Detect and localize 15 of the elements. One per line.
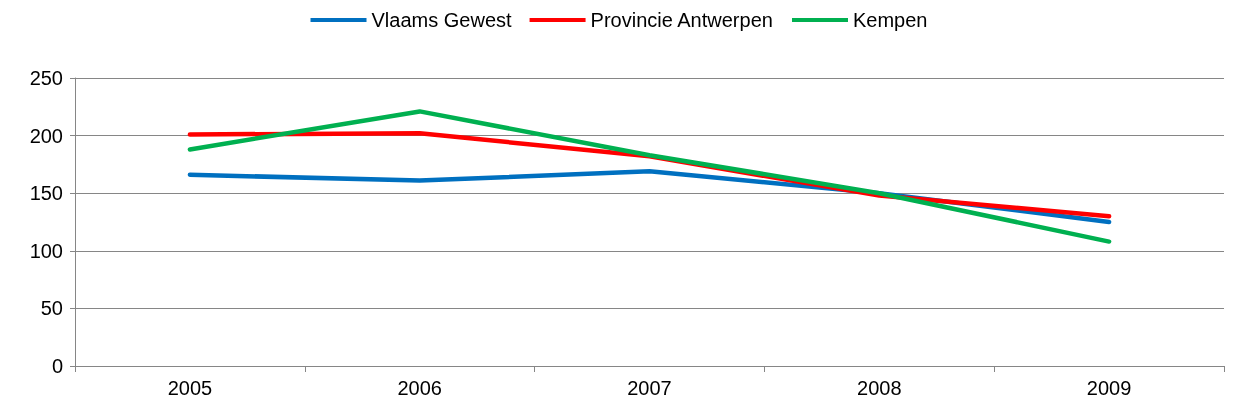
legend-label: Vlaams Gewest (371, 9, 513, 31)
x-tick-label: 2006 (397, 377, 442, 399)
y-tick-label: 0 (51, 355, 63, 377)
x-tick-label: 2009 (1086, 377, 1132, 399)
y-tick-label: 150 (29, 182, 63, 205)
y-tick-label: 100 (29, 239, 63, 262)
line-series (187, 109, 1112, 244)
x-tick-label: 2008 (857, 377, 902, 399)
x-tick-label: 2005 (167, 377, 213, 399)
legend-label: Kempen (852, 9, 928, 31)
y-tick-label: 250 (29, 67, 63, 89)
x-tick-label: 2007 (627, 377, 672, 399)
y-tick-label: 200 (29, 124, 63, 147)
legend-label: Provincie Antwerpen (590, 9, 773, 31)
y-tick-label: 50 (40, 297, 63, 320)
